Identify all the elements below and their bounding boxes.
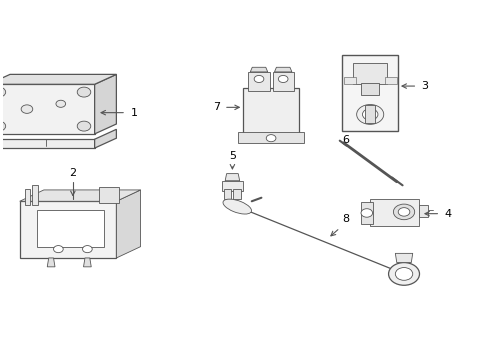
Circle shape bbox=[278, 76, 287, 82]
Polygon shape bbox=[83, 258, 91, 267]
Polygon shape bbox=[360, 202, 372, 224]
Text: 6: 6 bbox=[342, 135, 349, 145]
Polygon shape bbox=[37, 210, 104, 247]
Bar bbox=[342, 55, 397, 131]
Polygon shape bbox=[352, 63, 386, 84]
Polygon shape bbox=[95, 129, 116, 148]
Polygon shape bbox=[32, 185, 38, 205]
Ellipse shape bbox=[223, 199, 251, 214]
Circle shape bbox=[56, 100, 65, 107]
Polygon shape bbox=[274, 67, 291, 72]
Polygon shape bbox=[223, 189, 231, 199]
Polygon shape bbox=[238, 132, 303, 143]
Polygon shape bbox=[248, 72, 269, 91]
Polygon shape bbox=[343, 77, 355, 84]
Polygon shape bbox=[272, 72, 293, 91]
Polygon shape bbox=[0, 75, 116, 84]
Polygon shape bbox=[0, 139, 95, 148]
Text: 3: 3 bbox=[420, 81, 427, 91]
Circle shape bbox=[53, 246, 63, 253]
Polygon shape bbox=[243, 88, 298, 134]
Circle shape bbox=[394, 267, 412, 280]
Polygon shape bbox=[20, 201, 116, 258]
Polygon shape bbox=[116, 190, 140, 258]
Polygon shape bbox=[0, 84, 95, 134]
Circle shape bbox=[82, 246, 92, 253]
Circle shape bbox=[360, 209, 372, 217]
Circle shape bbox=[77, 121, 91, 131]
Circle shape bbox=[356, 104, 383, 124]
Text: 4: 4 bbox=[443, 209, 450, 219]
Circle shape bbox=[254, 76, 264, 82]
Polygon shape bbox=[394, 253, 412, 262]
Circle shape bbox=[77, 87, 91, 97]
Circle shape bbox=[393, 204, 414, 220]
Polygon shape bbox=[233, 189, 241, 199]
Text: 5: 5 bbox=[228, 150, 235, 161]
Polygon shape bbox=[24, 189, 30, 205]
Circle shape bbox=[0, 87, 6, 97]
Circle shape bbox=[388, 262, 419, 285]
Polygon shape bbox=[418, 205, 427, 217]
Polygon shape bbox=[20, 190, 140, 201]
Circle shape bbox=[397, 208, 409, 216]
Polygon shape bbox=[95, 75, 116, 134]
Text: 1: 1 bbox=[131, 108, 138, 118]
Polygon shape bbox=[250, 67, 267, 72]
Polygon shape bbox=[222, 181, 243, 191]
Polygon shape bbox=[224, 174, 239, 181]
Polygon shape bbox=[99, 187, 119, 203]
Polygon shape bbox=[47, 258, 55, 267]
Polygon shape bbox=[365, 104, 374, 123]
Circle shape bbox=[362, 109, 377, 120]
Circle shape bbox=[265, 135, 275, 142]
Text: 2: 2 bbox=[69, 168, 76, 178]
Polygon shape bbox=[361, 82, 378, 95]
Text: 7: 7 bbox=[213, 102, 220, 112]
Text: 8: 8 bbox=[342, 213, 349, 224]
Polygon shape bbox=[384, 77, 396, 84]
Circle shape bbox=[0, 121, 6, 131]
Circle shape bbox=[21, 105, 33, 113]
Polygon shape bbox=[369, 199, 418, 226]
